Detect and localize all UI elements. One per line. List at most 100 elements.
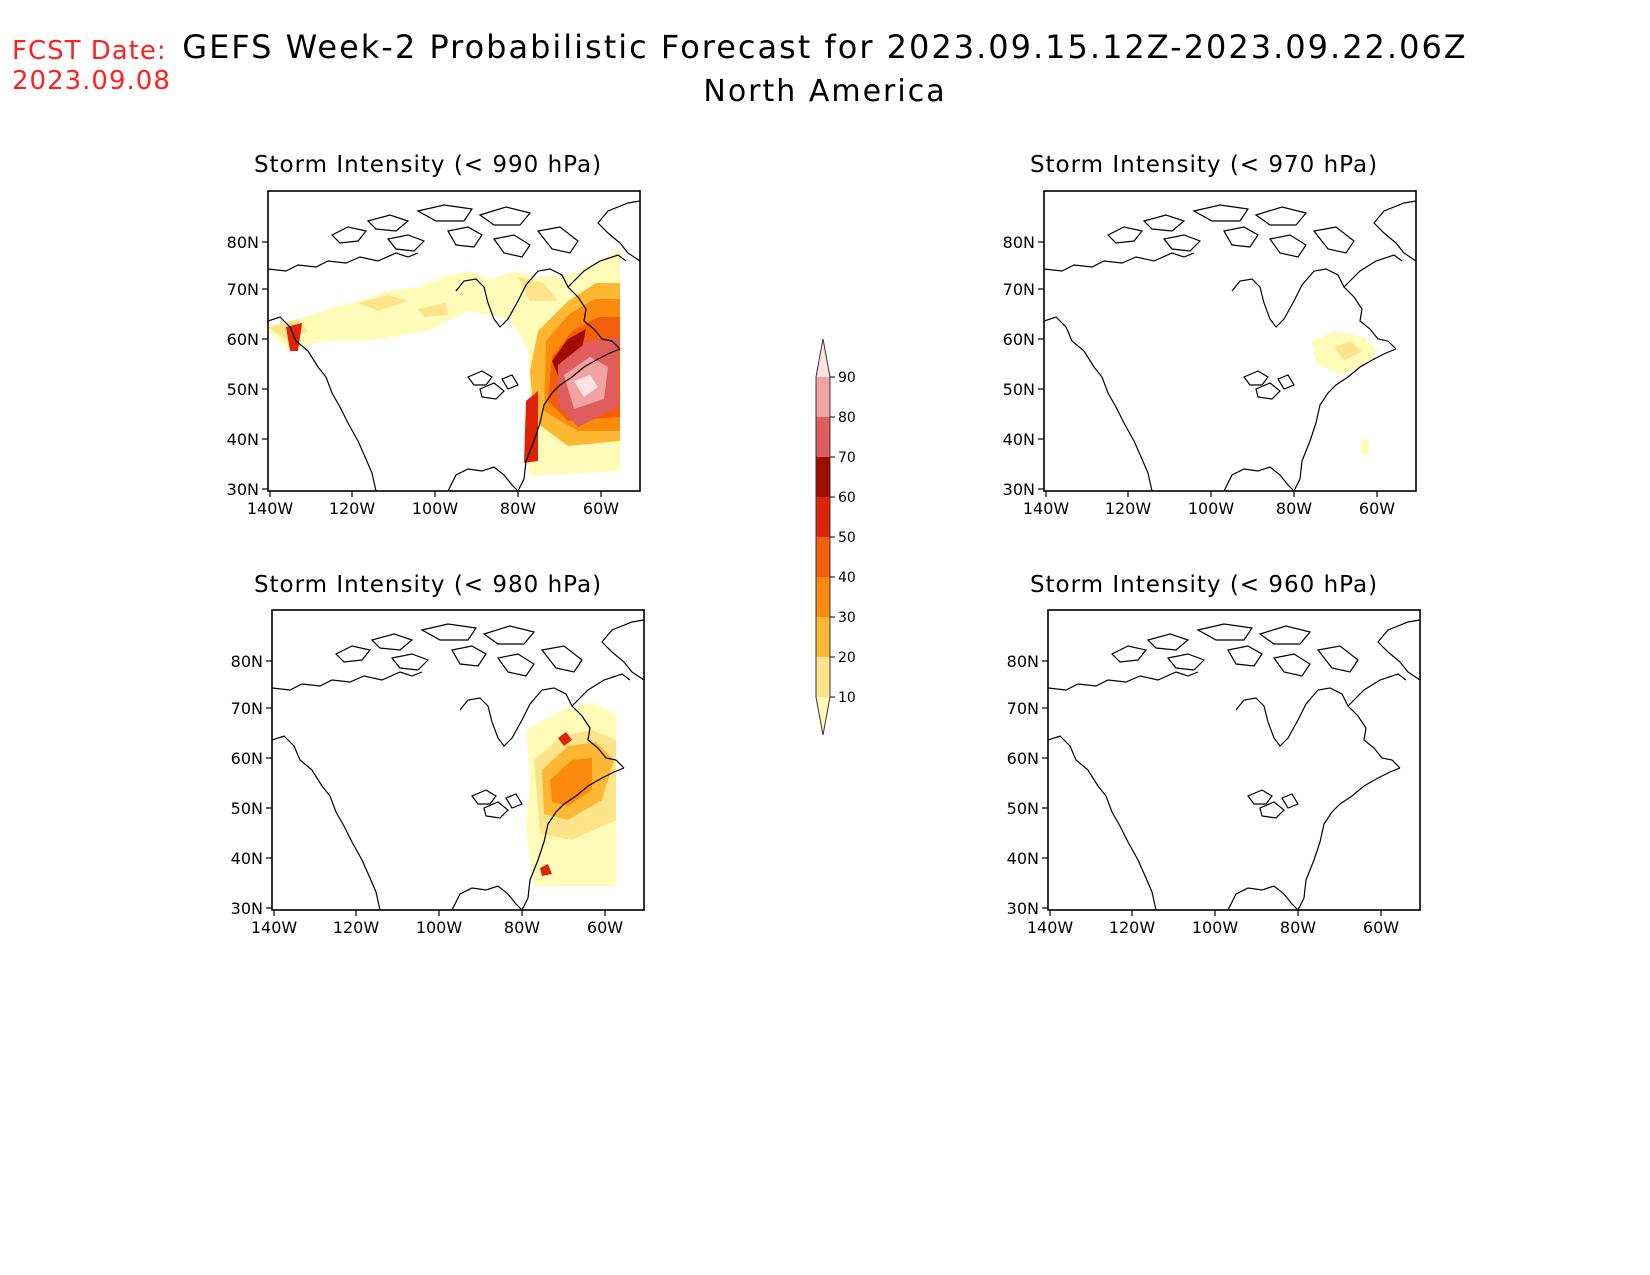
lat-label: 30N [231, 899, 263, 918]
region-subtitle: North America [703, 74, 947, 109]
coastline [1223, 466, 1295, 491]
lat-label: 60N [1003, 330, 1035, 349]
island-outline [1146, 633, 1190, 651]
lon-label: 100W [416, 918, 463, 937]
island-outline [366, 214, 410, 232]
coastline [447, 466, 519, 491]
lon-label: 120W [1105, 499, 1152, 518]
coastline [1297, 767, 1401, 910]
lake-outline [467, 370, 493, 386]
island-outline [1166, 653, 1206, 671]
lat-label: 60N [1007, 749, 1039, 768]
coastline [1231, 268, 1397, 350]
forecast-date-value: 2023.09.08 [12, 66, 171, 96]
lat-label: 70N [1003, 280, 1035, 299]
colorbar-segment [816, 697, 830, 735]
lon-label: 100W [412, 499, 459, 518]
coastline [1235, 687, 1401, 769]
coastline [567, 254, 627, 288]
island-outline [330, 226, 368, 244]
island-outline [370, 633, 414, 651]
coastline [1343, 254, 1403, 288]
coastline [521, 767, 625, 910]
coastline [455, 268, 621, 350]
colorbar-label: 70 [838, 450, 856, 466]
forecast-date-label: FCST Date: [12, 36, 167, 66]
map-frame [1043, 190, 1417, 492]
island-outline [496, 653, 535, 677]
lat-label: 70N [231, 699, 263, 718]
island-outline [1196, 623, 1254, 641]
lon-label: 140W [1027, 918, 1074, 937]
lat-label: 50N [1007, 799, 1039, 818]
probability-area [1360, 439, 1370, 455]
colorbar-label: 30 [838, 610, 856, 626]
colorbar-segment [816, 457, 830, 497]
colorbar-segment [816, 657, 830, 697]
lake-outline [1281, 793, 1299, 809]
coastline [571, 673, 631, 707]
page-title: GEFS Week-2 Probabilistic Forecast for 2… [182, 28, 1468, 66]
lake-outline [505, 793, 523, 809]
colorbar-label: 10 [838, 690, 856, 706]
coastline [272, 735, 381, 910]
colorbar-label: 40 [838, 570, 856, 586]
lat-label: 70N [1007, 699, 1039, 718]
island-outline [1162, 234, 1202, 252]
island-outline [1316, 645, 1359, 673]
lat-label: 70N [227, 280, 259, 299]
lon-label: 140W [247, 499, 294, 518]
lat-label: 50N [1003, 380, 1035, 399]
lat-label: 40N [1003, 430, 1035, 449]
colorbar-label: 80 [838, 410, 856, 426]
colorbar-segment [816, 417, 830, 457]
probability-area [574, 375, 598, 397]
island-outline [482, 625, 536, 645]
coastline [601, 619, 644, 681]
coastline [272, 671, 423, 691]
lat-label: 40N [1007, 849, 1039, 868]
colorbar-label: 90 [838, 370, 856, 386]
lake-outline [479, 382, 505, 400]
lon-label: 80W [500, 499, 536, 518]
coastline [1347, 673, 1407, 707]
colorbar-segment [816, 617, 830, 657]
lat-label: 50N [227, 380, 259, 399]
coastline [268, 316, 377, 491]
lon-label: 60W [587, 918, 623, 937]
island-outline [1192, 204, 1250, 222]
probability-area [1334, 341, 1362, 361]
lat-label: 30N [1007, 899, 1039, 918]
panel-title-990: Storm Intensity (< 990 hPa) [253, 152, 603, 178]
colorbar: 10 20 30 40 50 60 70 80 90 [815, 338, 856, 736]
lon-label: 80W [504, 918, 540, 937]
island-outline [390, 653, 430, 671]
coastline [1044, 316, 1153, 491]
panel-title-980: Storm Intensity (< 980 hPa) [253, 572, 603, 598]
lon-label: 60W [1359, 499, 1395, 518]
lat-label: 60N [231, 749, 263, 768]
lon-label: 120W [329, 499, 376, 518]
colorbar-segment [816, 577, 830, 617]
island-outline [1268, 234, 1307, 258]
island-outline [1272, 653, 1311, 677]
island-outline [1227, 645, 1263, 667]
lat-label: 80N [1003, 233, 1035, 252]
coastline [1048, 735, 1157, 910]
coastline [451, 885, 523, 910]
island-outline [1312, 226, 1355, 254]
coastline [517, 348, 621, 491]
colorbar-segment [816, 537, 830, 577]
lat-label: 30N [227, 480, 259, 499]
island-outline [1258, 625, 1312, 645]
coastline [1377, 619, 1420, 681]
island-outline [1254, 206, 1308, 226]
island-outline [1110, 645, 1148, 663]
colorbar-segment [816, 339, 830, 377]
